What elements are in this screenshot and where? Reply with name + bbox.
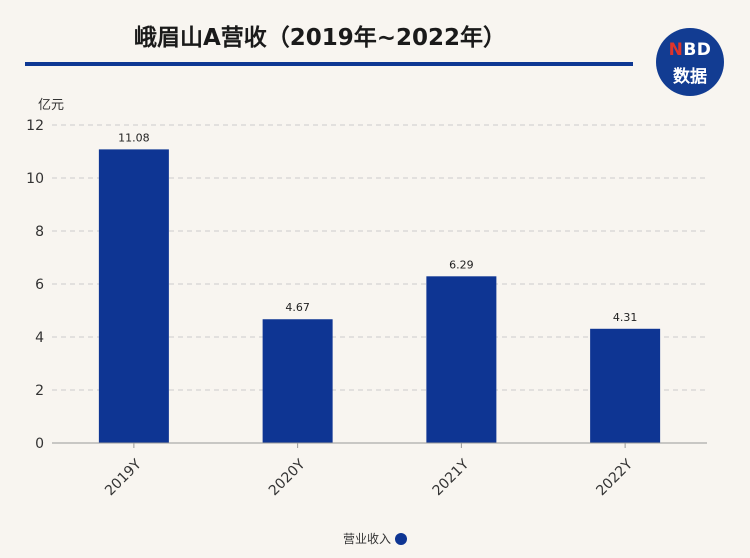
- y-tick-label: 0: [35, 436, 44, 452]
- bar-2020Y[interactable]: [262, 319, 333, 443]
- y-tick-label: 4: [35, 330, 44, 346]
- x-tick-label: 2020Y: [266, 456, 309, 499]
- y-tick-label: 8: [35, 224, 44, 240]
- y-tick-label: 12: [26, 118, 44, 134]
- x-tick-label: 2022Y: [593, 456, 636, 499]
- bar-2021Y[interactable]: [426, 276, 497, 443]
- data-label: 4.67: [285, 301, 310, 314]
- title-underline: [25, 62, 633, 66]
- data-label: 6.29: [449, 258, 474, 271]
- x-tick-label: 2019Y: [102, 456, 145, 499]
- legend-marker: [395, 533, 407, 545]
- nbd-logo: NBD 数据: [656, 28, 724, 96]
- data-label: 4.31: [613, 311, 638, 324]
- data-label: 11.08: [118, 131, 150, 144]
- y-tick-label: 2: [35, 383, 44, 399]
- y-axis-unit: 亿元: [38, 98, 65, 113]
- legend[interactable]: 营业收入: [0, 530, 750, 547]
- chart-title: 峨眉山A营收（2019年~2022年）: [133, 25, 507, 51]
- bar-2022Y[interactable]: [590, 328, 661, 443]
- x-tick-label: 2021Y: [430, 456, 473, 499]
- y-tick-label: 10: [26, 171, 44, 187]
- bar-2019Y[interactable]: [98, 149, 169, 443]
- legend-label: 营业收入: [342, 532, 391, 546]
- y-tick-label: 6: [35, 277, 44, 293]
